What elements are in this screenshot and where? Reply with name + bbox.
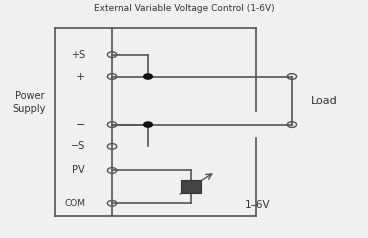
Text: Power: Power <box>15 91 44 101</box>
Text: −S: −S <box>71 141 85 151</box>
Text: 1–6V: 1–6V <box>245 200 271 210</box>
Text: +S: +S <box>71 50 85 60</box>
Circle shape <box>144 122 152 127</box>
Text: +: + <box>76 71 85 81</box>
Text: COM: COM <box>64 199 85 208</box>
Text: Load: Load <box>311 95 338 105</box>
Text: PV: PV <box>72 165 85 175</box>
Text: Supply: Supply <box>13 104 46 114</box>
Text: −: − <box>76 119 85 129</box>
Title: External Variable Voltage Control (1-6V): External Variable Voltage Control (1-6V) <box>94 4 274 13</box>
Circle shape <box>144 74 152 79</box>
Bar <box>181 180 201 193</box>
